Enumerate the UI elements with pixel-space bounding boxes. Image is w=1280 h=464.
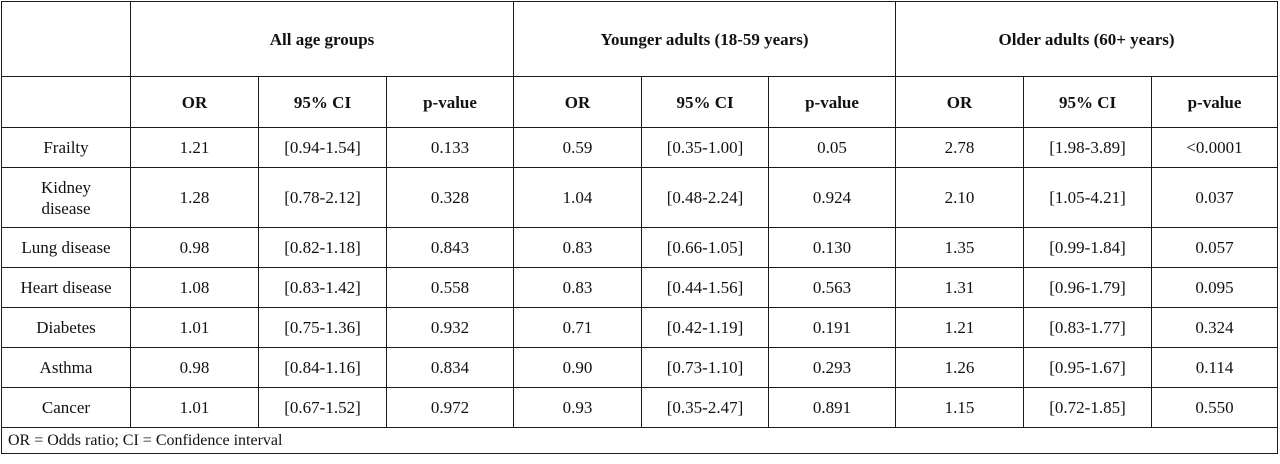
cell-cancer-all-or: 1.01 bbox=[130, 387, 259, 428]
row-label-heart-disease: Heart disease bbox=[1, 267, 131, 308]
cell-asthma-all-or: 0.98 bbox=[130, 347, 259, 388]
cell-kidney-disease-all-p: 0.328 bbox=[385, 167, 515, 228]
cell-heart-disease-all-or: 1.08 bbox=[130, 267, 259, 308]
cell-heart-disease-older-ci: [0.96-1.79] bbox=[1023, 267, 1153, 308]
cell-diabetes-older-ci: [0.83-1.77] bbox=[1023, 307, 1153, 348]
row-label-lung-disease: Lung disease bbox=[1, 227, 131, 268]
table-row-diabetes: Diabetes 1.01 [0.75-1.36] 0.932 0.71 [0.42-1.… bbox=[1, 307, 1279, 348]
odds-ratio-table: All age groups Younger adults (18-59 yea… bbox=[0, 1, 1279, 454]
subheader-row: OR 95% CI p-value OR 95% CI p-value OR 9… bbox=[1, 76, 1279, 128]
subheader-ci: 95% CI bbox=[1023, 76, 1153, 128]
cell-diabetes-all-or: 1.01 bbox=[130, 307, 259, 348]
cell-asthma-younger-or: 0.90 bbox=[513, 347, 643, 388]
row-label-cancer: Cancer bbox=[1, 387, 131, 428]
cell-heart-disease-older-p: 0.095 bbox=[1151, 267, 1279, 308]
cell-lung-disease-younger-p: 0.130 bbox=[768, 227, 897, 268]
table-row-asthma: Asthma 0.98 [0.84-1.16] 0.834 0.90 [0.73-1.10… bbox=[1, 347, 1279, 388]
group-header-row: All age groups Younger adults (18-59 yea… bbox=[1, 1, 1279, 77]
cell-lung-disease-all-or: 0.98 bbox=[130, 227, 259, 268]
table-row-lung-disease: Lung disease 0.98 [0.82-1.18] 0.843 0.83 [0.6… bbox=[1, 227, 1279, 268]
cell-cancer-older-p: 0.550 bbox=[1151, 387, 1279, 428]
cell-frailty-all-or: 1.21 bbox=[130, 127, 259, 168]
subheader-p-value: p-value bbox=[768, 76, 897, 128]
cell-kidney-disease-older-ci: [1.05-4.21] bbox=[1023, 167, 1153, 228]
row-label-asthma: Asthma bbox=[1, 347, 131, 388]
cell-diabetes-all-p: 0.932 bbox=[385, 307, 515, 348]
cell-heart-disease-younger-or: 0.83 bbox=[513, 267, 643, 308]
group-header-younger-adults: Younger adults (18-59 years) bbox=[513, 1, 897, 77]
table-row-kidney-disease: Kidney disease 1.28 [0.78-2.12] 0.328 1.04 [0… bbox=[1, 167, 1279, 228]
cell-frailty-younger-p: 0.05 bbox=[768, 127, 897, 168]
cell-cancer-older-ci: [0.72-1.85] bbox=[1023, 387, 1153, 428]
cell-diabetes-older-or: 1.21 bbox=[895, 307, 1025, 348]
cell-kidney-disease-younger-p: 0.924 bbox=[768, 167, 897, 228]
table-row-cancer: Cancer 1.01 [0.67-1.52] 0.972 0.93 [0.35-2.47… bbox=[1, 387, 1279, 428]
cell-diabetes-younger-or: 0.71 bbox=[513, 307, 643, 348]
cell-asthma-older-ci: [0.95-1.67] bbox=[1023, 347, 1153, 388]
cell-asthma-younger-ci: [0.73-1.10] bbox=[641, 347, 770, 388]
cell-cancer-all-p: 0.972 bbox=[385, 387, 515, 428]
cell-cancer-younger-or: 0.93 bbox=[513, 387, 643, 428]
cell-kidney-disease-all-ci: [0.78-2.12] bbox=[258, 167, 387, 228]
subheader-or: OR bbox=[895, 76, 1025, 128]
cell-frailty-all-ci: [0.94-1.54] bbox=[258, 127, 387, 168]
cell-diabetes-younger-p: 0.191 bbox=[768, 307, 897, 348]
subheader-p-value: p-value bbox=[385, 76, 515, 128]
cell-cancer-all-ci: [0.67-1.52] bbox=[258, 387, 387, 428]
subheader-or: OR bbox=[513, 76, 643, 128]
row-label-frailty: Frailty bbox=[1, 127, 131, 168]
subheader-ci: 95% CI bbox=[258, 76, 387, 128]
cell-lung-disease-all-ci: [0.82-1.18] bbox=[258, 227, 387, 268]
cell-lung-disease-older-ci: [0.99-1.84] bbox=[1023, 227, 1153, 268]
table-row-heart-disease: Heart disease 1.08 [0.83-1.42] 0.558 0.83 [0.… bbox=[1, 267, 1279, 308]
cell-frailty-younger-ci: [0.35-1.00] bbox=[641, 127, 770, 168]
cell-frailty-older-p: <0.0001 bbox=[1151, 127, 1279, 168]
cell-asthma-all-p: 0.834 bbox=[385, 347, 515, 388]
cell-asthma-older-or: 1.26 bbox=[895, 347, 1025, 388]
cell-asthma-younger-p: 0.293 bbox=[768, 347, 897, 388]
corner-cell bbox=[1, 1, 131, 77]
cell-lung-disease-older-or: 1.35 bbox=[895, 227, 1025, 268]
cell-lung-disease-younger-or: 0.83 bbox=[513, 227, 643, 268]
cell-frailty-all-p: 0.133 bbox=[385, 127, 515, 168]
cell-cancer-older-or: 1.15 bbox=[895, 387, 1025, 428]
cell-lung-disease-older-p: 0.057 bbox=[1151, 227, 1279, 268]
cell-kidney-disease-younger-or: 1.04 bbox=[513, 167, 643, 228]
cell-asthma-all-ci: [0.84-1.16] bbox=[258, 347, 387, 388]
cell-diabetes-younger-ci: [0.42-1.19] bbox=[641, 307, 770, 348]
cell-kidney-disease-younger-ci: [0.48-2.24] bbox=[641, 167, 770, 228]
cell-frailty-older-or: 2.78 bbox=[895, 127, 1025, 168]
cell-cancer-younger-ci: [0.35-2.47] bbox=[641, 387, 770, 428]
cell-heart-disease-younger-ci: [0.44-1.56] bbox=[641, 267, 770, 308]
cell-asthma-older-p: 0.114 bbox=[1151, 347, 1279, 388]
cell-frailty-older-ci: [1.98-3.89] bbox=[1023, 127, 1153, 168]
cell-lung-disease-all-p: 0.843 bbox=[385, 227, 515, 268]
cell-kidney-disease-older-or: 2.10 bbox=[895, 167, 1025, 228]
group-header-all-ages: All age groups bbox=[129, 1, 515, 77]
cell-lung-disease-younger-ci: [0.66-1.05] bbox=[641, 227, 770, 268]
cell-diabetes-older-p: 0.324 bbox=[1151, 307, 1279, 348]
cell-heart-disease-all-ci: [0.83-1.42] bbox=[258, 267, 387, 308]
row-label-kidney-disease: Kidney disease bbox=[1, 167, 131, 228]
cell-cancer-younger-p: 0.891 bbox=[768, 387, 897, 428]
subheader-corner-cell bbox=[1, 76, 131, 128]
cell-heart-disease-older-or: 1.31 bbox=[895, 267, 1025, 308]
subheader-or: OR bbox=[130, 76, 259, 128]
footnote-row: OR = Odds ratio; CI = Confidence interva… bbox=[0, 427, 1279, 454]
subheader-ci: 95% CI bbox=[641, 76, 770, 128]
row-label-diabetes: Diabetes bbox=[1, 307, 131, 348]
cell-kidney-disease-all-or: 1.28 bbox=[130, 167, 259, 228]
cell-heart-disease-younger-p: 0.563 bbox=[768, 267, 897, 308]
group-header-older-adults: Older adults (60+ years) bbox=[895, 1, 1279, 77]
cell-heart-disease-all-p: 0.558 bbox=[385, 267, 515, 308]
table-row-frailty: Frailty 1.21 [0.94-1.54] 0.133 0.59 [0.35-1.0… bbox=[1, 127, 1279, 168]
subheader-p-value: p-value bbox=[1151, 76, 1279, 128]
cell-kidney-disease-older-p: 0.037 bbox=[1151, 167, 1279, 228]
footnote: OR = Odds ratio; CI = Confidence interva… bbox=[0, 427, 1279, 454]
cell-diabetes-all-ci: [0.75-1.36] bbox=[258, 307, 387, 348]
cell-frailty-younger-or: 0.59 bbox=[513, 127, 643, 168]
